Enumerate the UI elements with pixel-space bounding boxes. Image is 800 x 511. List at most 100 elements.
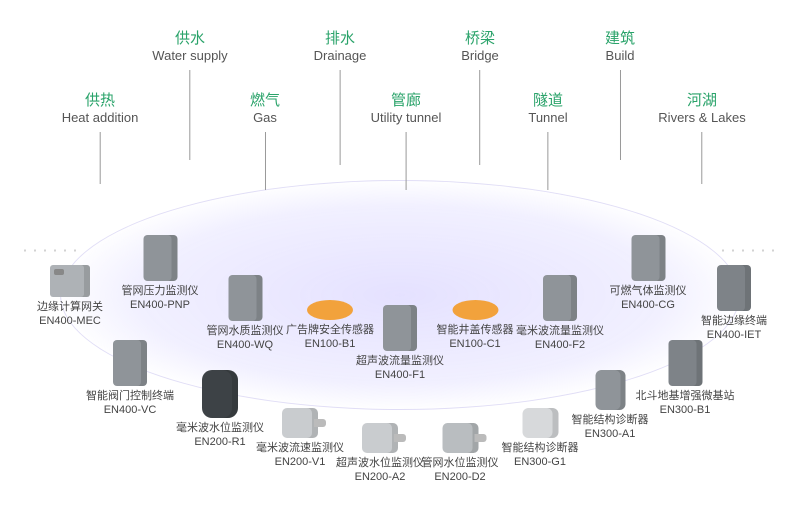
category-rivers-lakes: 河湖Rivers & Lakes (658, 92, 745, 184)
connector-line (619, 70, 620, 160)
category-label-cn: 供水 (152, 30, 227, 48)
category-water-supply: 供水Water supply (152, 30, 227, 160)
product-icon (595, 370, 625, 410)
product-en400-iet: 智能边缘终端EN400-IET (701, 265, 767, 343)
product-code: EN300-G1 (502, 456, 579, 470)
category-label-en: Heat addition (62, 110, 139, 126)
category-label-cn: 建筑 (605, 30, 635, 48)
product-code: EN200-A2 (336, 471, 424, 485)
connector-line (264, 132, 265, 190)
product-en400-pnp: 管网压力监测仪EN400-PNP (122, 235, 199, 313)
connector-line (100, 132, 101, 184)
category-build: 建筑Build (605, 30, 635, 160)
category-label-en: Tunnel (528, 110, 567, 126)
product-icon (228, 275, 262, 321)
product-label-cn: 管网压力监测仪 (122, 285, 199, 299)
product-icon (282, 408, 318, 438)
product-en300-g1: 智能结构诊断器EN300-G1 (502, 400, 579, 470)
product-icon (452, 300, 498, 320)
connector-line (548, 132, 549, 190)
product-icon (143, 235, 177, 281)
product-code: EN400-WQ (207, 339, 284, 353)
category-label-en: Build (605, 48, 635, 64)
product-code: EN300-B1 (636, 404, 735, 418)
product-label-cn: 管网水位监测仪 (422, 457, 499, 471)
product-icon (522, 408, 558, 438)
category-label-cn: 隧道 (528, 92, 567, 110)
product-icon (717, 265, 751, 311)
product-label-cn: 毫米波水位监测仪 (176, 422, 264, 436)
ellipsis-right: ······ (720, 240, 780, 261)
product-label-cn: 超声波流量监测仪 (356, 355, 444, 369)
category-label-en: Utility tunnel (371, 110, 442, 126)
product-label-cn: 智能结构诊断器 (502, 442, 579, 456)
category-label-en: Drainage (314, 48, 367, 64)
connector-line (406, 132, 407, 190)
category-tunnel: 隧道Tunnel (528, 92, 567, 190)
product-code: EN400-PNP (122, 299, 199, 313)
product-icon (668, 340, 702, 386)
product-en300-b1: 北斗地基增强微基站EN300-B1 (636, 340, 735, 418)
product-code: EN400-F1 (356, 369, 444, 383)
product-en400-vc: 智能阀门控制终端EN400-VC (86, 340, 174, 418)
product-icon (113, 340, 147, 386)
connector-line (339, 70, 340, 165)
product-label-cn: 管网水质监测仪 (207, 325, 284, 339)
product-en200-d2: 管网水位监测仪EN200-D2 (422, 415, 499, 485)
product-icon (383, 305, 417, 351)
category-heat-addition: 供热Heat addition (62, 92, 139, 184)
product-icon (202, 370, 238, 418)
category-label-cn: 管廊 (371, 92, 442, 110)
product-icon (543, 275, 577, 321)
product-en400-f1: 超声波流量监测仪EN400-F1 (356, 305, 444, 383)
product-label-cn: 智能边缘终端 (701, 315, 767, 329)
connector-line (701, 132, 702, 184)
product-label-cn: 可燃气体监测仪 (610, 285, 687, 299)
category-drainage: 排水Drainage (314, 30, 367, 165)
product-code: EN100-C1 (437, 338, 514, 352)
category-label-cn: 排水 (314, 30, 367, 48)
category-label-cn: 河湖 (658, 92, 745, 110)
product-label-cn: 边缘计算网关 (37, 301, 103, 315)
product-code: EN200-D2 (422, 471, 499, 485)
product-label-cn: 毫米波流速监测仪 (256, 442, 344, 456)
product-en400-wq: 管网水质监测仪EN400-WQ (207, 275, 284, 353)
product-label-cn: 北斗地基增强微基站 (636, 390, 735, 404)
product-code: EN200-R1 (176, 436, 264, 450)
product-code: EN400-VC (86, 404, 174, 418)
product-label-cn: 智能阀门控制终端 (86, 390, 174, 404)
product-icon (442, 423, 478, 453)
product-en400-mec: 边缘计算网关EN400-MEC (37, 265, 103, 329)
ellipsis-left: ······ (22, 240, 82, 261)
category-label-en: Bridge (461, 48, 499, 64)
category-bridge: 桥梁Bridge (461, 30, 499, 165)
category-label-en: Gas (250, 110, 280, 126)
category-label-en: Water supply (152, 48, 227, 64)
product-icon (50, 265, 90, 297)
product-icon (307, 300, 353, 320)
product-code: EN300-A1 (572, 428, 649, 442)
product-code: EN400-MEC (37, 315, 103, 329)
product-label-cn: 智能井盖传感器 (437, 324, 514, 338)
product-code: EN200-V1 (256, 456, 344, 470)
category-label-cn: 供热 (62, 92, 139, 110)
product-en200-a2: 超声波水位监测仪EN200-A2 (336, 415, 424, 485)
product-code: EN400-CG (610, 299, 687, 313)
product-label-cn: 毫米波流量监测仪 (516, 325, 604, 339)
category-utility-tunnel: 管廊Utility tunnel (371, 92, 442, 190)
product-icon (631, 235, 665, 281)
product-icon (362, 423, 398, 453)
product-en100-c1: 智能井盖传感器EN100-C1 (437, 290, 514, 352)
product-en400-f2: 毫米波流量监测仪EN400-F2 (516, 275, 604, 353)
product-en400-cg: 可燃气体监测仪EN400-CG (610, 235, 687, 313)
category-gas: 燃气Gas (250, 92, 280, 190)
connector-line (479, 70, 480, 165)
product-label-cn: 超声波水位监测仪 (336, 457, 424, 471)
product-code: EN400-F2 (516, 339, 604, 353)
category-label-cn: 桥梁 (461, 30, 499, 48)
connector-line (189, 70, 190, 160)
product-en200-v1: 毫米波流速监测仪EN200-V1 (256, 400, 344, 470)
category-label-en: Rivers & Lakes (658, 110, 745, 126)
product-en200-r1: 毫米波水位监测仪EN200-R1 (176, 370, 264, 450)
category-label-cn: 燃气 (250, 92, 280, 110)
